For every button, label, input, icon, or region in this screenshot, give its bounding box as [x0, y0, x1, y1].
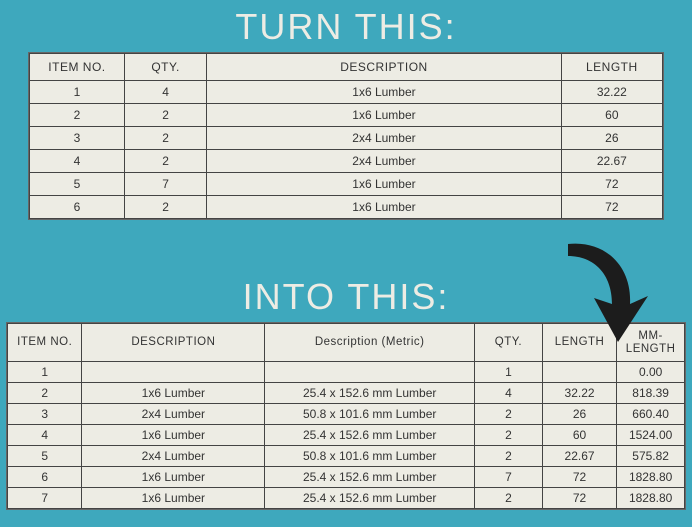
table-cell: 32.22	[561, 81, 662, 104]
table-cell: 575.82	[617, 446, 685, 467]
table-row: 322x4 Lumber26	[30, 127, 663, 150]
table-cell: 1x6 Lumber	[82, 383, 265, 404]
table-cell: 2	[475, 404, 543, 425]
table-cell: 72	[542, 467, 616, 488]
table-cell: 1	[475, 362, 543, 383]
column-header: Description (Metric)	[265, 324, 475, 362]
table-cell: 72	[561, 196, 662, 219]
column-header: LENGTH	[561, 54, 662, 81]
table-cell: 6	[8, 467, 82, 488]
table-cell: 1	[30, 81, 125, 104]
table-cell: 2x4 Lumber	[82, 446, 265, 467]
table-row: 21x6 Lumber25.4 x 152.6 mm Lumber432.228…	[8, 383, 685, 404]
table-cell: 2	[124, 196, 206, 219]
table-row: 571x6 Lumber72	[30, 173, 663, 196]
table-cell: 4	[475, 383, 543, 404]
table-cell: 2x4 Lumber	[207, 127, 561, 150]
table-row: 52x4 Lumber50.8 x 101.6 mm Lumber222.675…	[8, 446, 685, 467]
table-row: 71x6 Lumber25.4 x 152.6 mm Lumber2721828…	[8, 488, 685, 509]
table-cell: 25.4 x 152.6 mm Lumber	[265, 488, 475, 509]
table-row: 221x6 Lumber60	[30, 104, 663, 127]
table-cell: 1x6 Lumber	[82, 425, 265, 446]
table-cell: 50.8 x 101.6 mm Lumber	[265, 446, 475, 467]
table-cell: 1x6 Lumber	[207, 173, 561, 196]
table-cell: 72	[542, 488, 616, 509]
table-cell: 1x6 Lumber	[82, 467, 265, 488]
table-cell: 2	[124, 104, 206, 127]
column-header: QTY.	[475, 324, 543, 362]
table-cell: 1828.80	[617, 467, 685, 488]
table-cell: 660.40	[617, 404, 685, 425]
table-cell: 4	[8, 425, 82, 446]
table-cell: 0.00	[617, 362, 685, 383]
table-cell: 22.67	[542, 446, 616, 467]
table-cell: 1x6 Lumber	[82, 488, 265, 509]
table-row: 621x6 Lumber72	[30, 196, 663, 219]
column-header: LENGTH	[542, 324, 616, 362]
table-cell: 2	[475, 488, 543, 509]
table-cell: 3	[30, 127, 125, 150]
column-header: DESCRIPTION	[82, 324, 265, 362]
table-cell: 32.22	[542, 383, 616, 404]
table-row: 41x6 Lumber25.4 x 152.6 mm Lumber2601524…	[8, 425, 685, 446]
table-cell	[542, 362, 616, 383]
column-header: MM-LENGTH	[617, 324, 685, 362]
column-header: ITEM NO.	[8, 324, 82, 362]
table-row: 110.00	[8, 362, 685, 383]
heading-into-this: INTO THIS:	[0, 276, 692, 318]
table-cell: 3	[8, 404, 82, 425]
heading-turn-this: TURN THIS:	[0, 6, 692, 48]
table-cell: 4	[124, 81, 206, 104]
table-cell: 60	[542, 425, 616, 446]
table-cell: 1x6 Lumber	[207, 196, 561, 219]
table-cell: 2	[124, 127, 206, 150]
table-cell: 4	[30, 150, 125, 173]
table-after-wrap: ITEM NO.DESCRIPTIONDescription (Metric)Q…	[6, 322, 686, 510]
column-header: ITEM NO.	[30, 54, 125, 81]
table-cell: 72	[561, 173, 662, 196]
table-before-wrap: ITEM NO.QTY.DESCRIPTIONLENGTH 141x6 Lumb…	[28, 52, 664, 220]
table-cell	[82, 362, 265, 383]
table-cell: 25.4 x 152.6 mm Lumber	[265, 425, 475, 446]
table-cell: 1x6 Lumber	[207, 81, 561, 104]
column-header: DESCRIPTION	[207, 54, 561, 81]
table-after: ITEM NO.DESCRIPTIONDescription (Metric)Q…	[7, 323, 685, 509]
table-cell: 2	[475, 425, 543, 446]
table-cell: 2x4 Lumber	[82, 404, 265, 425]
table-cell: 1	[8, 362, 82, 383]
table-row: 422x4 Lumber22.67	[30, 150, 663, 173]
table-cell: 818.39	[617, 383, 685, 404]
table-cell: 7	[8, 488, 82, 509]
table-row: 32x4 Lumber50.8 x 101.6 mm Lumber226660.…	[8, 404, 685, 425]
table-cell: 5	[30, 173, 125, 196]
table-cell: 2	[8, 383, 82, 404]
column-header: QTY.	[124, 54, 206, 81]
table-cell: 22.67	[561, 150, 662, 173]
table-cell: 1524.00	[617, 425, 685, 446]
table-cell: 2x4 Lumber	[207, 150, 561, 173]
table-cell: 1828.80	[617, 488, 685, 509]
table-cell: 2	[30, 104, 125, 127]
table-cell: 1x6 Lumber	[207, 104, 561, 127]
table-cell: 7	[124, 173, 206, 196]
table-row: 61x6 Lumber25.4 x 152.6 mm Lumber7721828…	[8, 467, 685, 488]
table-before: ITEM NO.QTY.DESCRIPTIONLENGTH 141x6 Lumb…	[29, 53, 663, 219]
table-cell: 2	[124, 150, 206, 173]
table-cell	[265, 362, 475, 383]
table-cell: 26	[561, 127, 662, 150]
table-cell: 25.4 x 152.6 mm Lumber	[265, 467, 475, 488]
table-cell: 26	[542, 404, 616, 425]
table-cell: 5	[8, 446, 82, 467]
table-row: 141x6 Lumber32.22	[30, 81, 663, 104]
table-cell: 2	[475, 446, 543, 467]
table-cell: 25.4 x 152.6 mm Lumber	[265, 383, 475, 404]
table-cell: 6	[30, 196, 125, 219]
table-cell: 7	[475, 467, 543, 488]
table-cell: 50.8 x 101.6 mm Lumber	[265, 404, 475, 425]
table-cell: 60	[561, 104, 662, 127]
